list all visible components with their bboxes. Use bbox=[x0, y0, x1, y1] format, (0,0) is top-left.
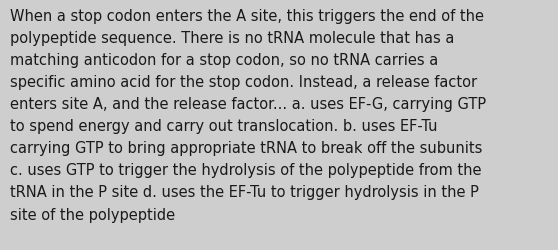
Text: to spend energy and carry out translocation. b. uses EF-Tu: to spend energy and carry out translocat… bbox=[10, 119, 437, 134]
Text: carrying GTP to bring appropriate tRNA to break off the subunits: carrying GTP to bring appropriate tRNA t… bbox=[10, 141, 483, 156]
Text: c. uses GTP to trigger the hydrolysis of the polypeptide from the: c. uses GTP to trigger the hydrolysis of… bbox=[10, 163, 482, 178]
Text: enters site A, and the release factor... a. uses EF-G, carrying GTP: enters site A, and the release factor...… bbox=[10, 97, 486, 112]
Text: matching anticodon for a stop codon, so no tRNA carries a: matching anticodon for a stop codon, so … bbox=[10, 53, 438, 68]
Text: specific amino acid for the stop codon. Instead, a release factor: specific amino acid for the stop codon. … bbox=[10, 75, 477, 90]
Text: site of the polypeptide: site of the polypeptide bbox=[10, 207, 175, 222]
Text: polypeptide sequence. There is no tRNA molecule that has a: polypeptide sequence. There is no tRNA m… bbox=[10, 31, 454, 46]
Text: tRNA in the P site d. uses the EF-Tu to trigger hydrolysis in the P: tRNA in the P site d. uses the EF-Tu to … bbox=[10, 185, 479, 200]
Text: When a stop codon enters the A site, this triggers the end of the: When a stop codon enters the A site, thi… bbox=[10, 9, 484, 24]
